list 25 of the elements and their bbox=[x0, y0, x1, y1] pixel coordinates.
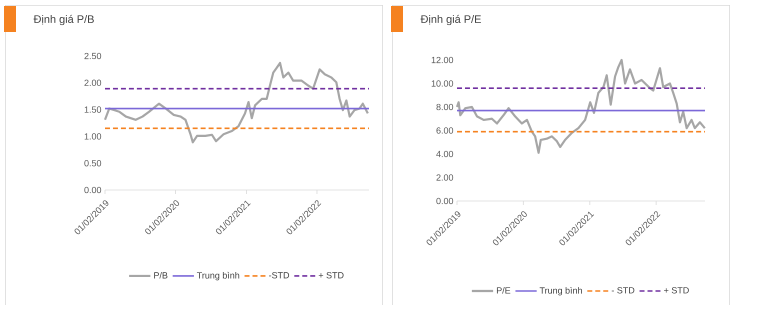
y-tick-label: 2.50 bbox=[84, 52, 102, 60]
legend-label: P/E bbox=[496, 287, 510, 294]
line-series bbox=[104, 62, 369, 144]
y-tick-label: 6.00 bbox=[436, 127, 454, 134]
y-tick-label: 1.00 bbox=[84, 133, 102, 140]
y-tick-label: 2.00 bbox=[436, 174, 454, 181]
legend-label: - STD bbox=[612, 287, 634, 294]
legend-label: + STD bbox=[318, 272, 344, 278]
y-tick-label: 0.00 bbox=[436, 198, 454, 204]
y-tick-label: 0.50 bbox=[84, 160, 102, 166]
y-tick-label: 8.00 bbox=[436, 104, 454, 110]
legend-label: P/B bbox=[154, 272, 168, 279]
y-tick-label: 10.00 bbox=[432, 80, 454, 87]
y-tick-label: 1.50 bbox=[84, 106, 102, 113]
y-tick-label: 4.00 bbox=[436, 150, 454, 158]
y-tick-label: 2.00 bbox=[84, 80, 102, 86]
chart-title: Định giá P/E bbox=[420, 14, 481, 26]
y-tick-label: 0.00 bbox=[84, 186, 102, 194]
legend-label: Trung bình bbox=[540, 286, 582, 296]
legend-label: + STD bbox=[664, 287, 689, 294]
chart-title: Định giá P/B bbox=[34, 14, 94, 26]
y-tick-label: 12.00 bbox=[432, 56, 454, 64]
line-series bbox=[456, 58, 706, 154]
legend-label: Trung bình bbox=[196, 272, 240, 280]
legend-label: -STD bbox=[269, 272, 290, 278]
